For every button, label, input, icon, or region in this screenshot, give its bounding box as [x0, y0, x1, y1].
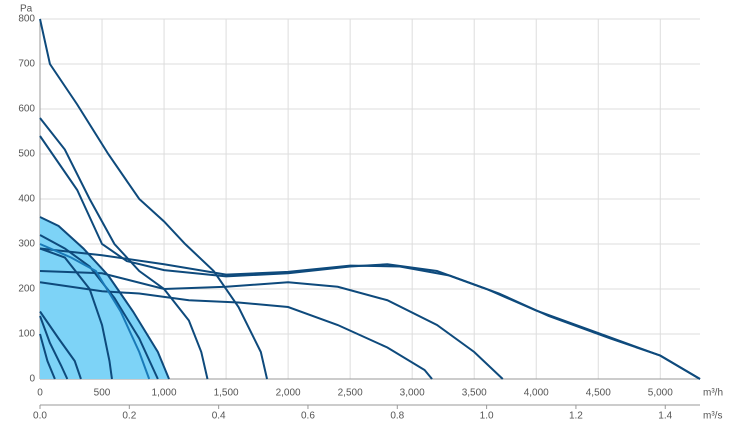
- curve: [39, 247, 113, 380]
- x2-tick-label: 0.4: [212, 411, 226, 422]
- y-axis-label: Pa: [20, 4, 33, 15]
- y-tick-label: 700: [18, 59, 35, 70]
- y-tick-label: 300: [18, 239, 35, 250]
- y-tick-label: 0: [29, 374, 35, 385]
- x-tick-label: 1,500: [214, 388, 239, 399]
- x-tick-label: 2,500: [338, 388, 363, 399]
- curve: [39, 243, 151, 380]
- x2-tick-label: 1.0: [480, 411, 494, 422]
- x-tick-label: 5,000: [648, 388, 673, 399]
- x2-tick-label: 0.6: [301, 411, 315, 422]
- x2-tick-label: 1.2: [569, 411, 583, 422]
- x-tick-label: 4,500: [586, 388, 611, 399]
- y-tick-label: 100: [18, 329, 35, 340]
- y-tick-label: 600: [18, 104, 35, 115]
- x2-tick-label: 0.0: [33, 411, 47, 422]
- curve: [39, 270, 504, 380]
- x-tick-label: 4,000: [524, 388, 549, 399]
- curve: [39, 18, 269, 380]
- y-tick-label: 400: [18, 194, 35, 205]
- curve: [39, 333, 56, 380]
- y-tick-label: 200: [18, 284, 35, 295]
- curve: [39, 281, 433, 380]
- y-tick-label: 800: [18, 14, 35, 25]
- curve: [39, 310, 82, 380]
- x2-axis-label: m³/s: [703, 411, 722, 422]
- y-tick-label: 500: [18, 149, 35, 160]
- x2-tick-label: 1.4: [658, 411, 672, 422]
- x-tick-label: 0: [37, 388, 43, 399]
- x-tick-label: 3,000: [400, 388, 425, 399]
- x-tick-label: 3,500: [462, 388, 487, 399]
- x2-tick-label: 0.2: [122, 411, 136, 422]
- area: [40, 217, 170, 379]
- curve: [39, 315, 69, 380]
- x-tick-label: 1,000: [152, 388, 177, 399]
- x2-tick-label: 0.8: [390, 411, 404, 422]
- curve: [39, 117, 209, 380]
- x-tick-label: 500: [94, 388, 111, 399]
- x-axis-label: m³/h: [703, 388, 723, 399]
- curve: [39, 247, 701, 380]
- x-tick-label: 2,000: [276, 388, 301, 399]
